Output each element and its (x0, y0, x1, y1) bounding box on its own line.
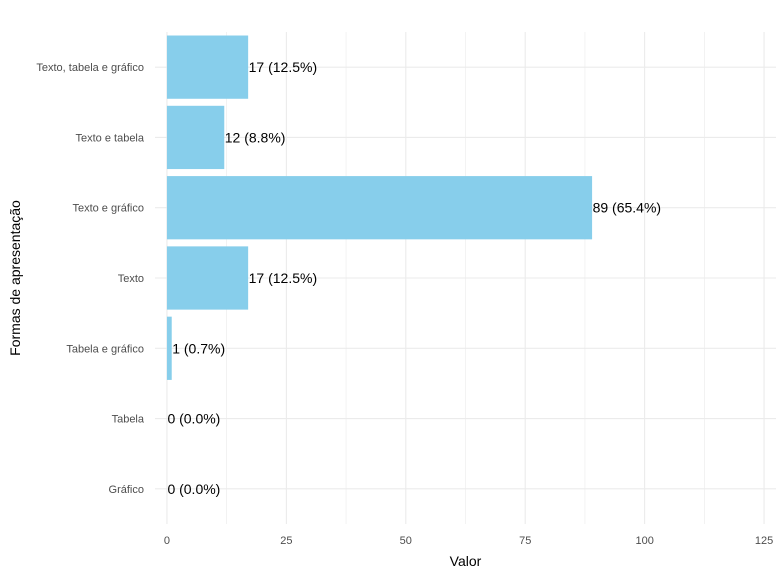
y-tick-label: Tabela (112, 414, 145, 426)
x-tick-label: 75 (519, 535, 531, 547)
bar-data-label: 0 (0.0%) (167, 411, 220, 427)
y-tick-label: Texto (118, 273, 144, 285)
x-tick-label: 100 (635, 535, 653, 547)
bar-data-label: 1 (0.7%) (172, 340, 225, 356)
bar (166, 35, 249, 99)
x-tick-label: 0 (164, 535, 170, 547)
x-tick-label: 25 (280, 535, 292, 547)
bars (166, 35, 593, 380)
bar (166, 316, 172, 380)
bar (166, 105, 225, 170)
y-tick-label: Texto e tabela (76, 132, 145, 144)
x-tick-label: 50 (400, 535, 412, 547)
x-tick-label: 125 (755, 535, 773, 547)
y-tick-label: Tabela e gráfico (66, 343, 144, 355)
bar-data-label: 89 (65.4%) (593, 200, 661, 216)
bar-data-label: 17 (12.5%) (249, 270, 317, 286)
y-tick-label: Gráfico (109, 484, 144, 496)
y-axis-tick-labels: Texto, tabela e gráfico Texto e tabela Tex… (36, 62, 145, 496)
bar (166, 246, 249, 310)
bar-data-label: 0 (0.0%) (167, 481, 220, 497)
x-axis-title: Valor (450, 553, 482, 569)
bar-labels: 17 (12.5%) 12 (8.8%) 89 (65.4%) 17 (12.5%) 1… (167, 59, 661, 497)
y-axis-title: Formas de apresentação (7, 200, 23, 356)
bar-data-label: 17 (12.5%) (249, 59, 317, 75)
y-tick-label: Texto, tabela e gráfico (36, 62, 144, 74)
y-tick-label: Texto e gráfico (72, 203, 144, 215)
bar-data-label: 12 (8.8%) (225, 129, 286, 145)
bar (166, 176, 593, 240)
x-axis-tick-labels: 0 25 50 75 100 125 (164, 535, 773, 547)
